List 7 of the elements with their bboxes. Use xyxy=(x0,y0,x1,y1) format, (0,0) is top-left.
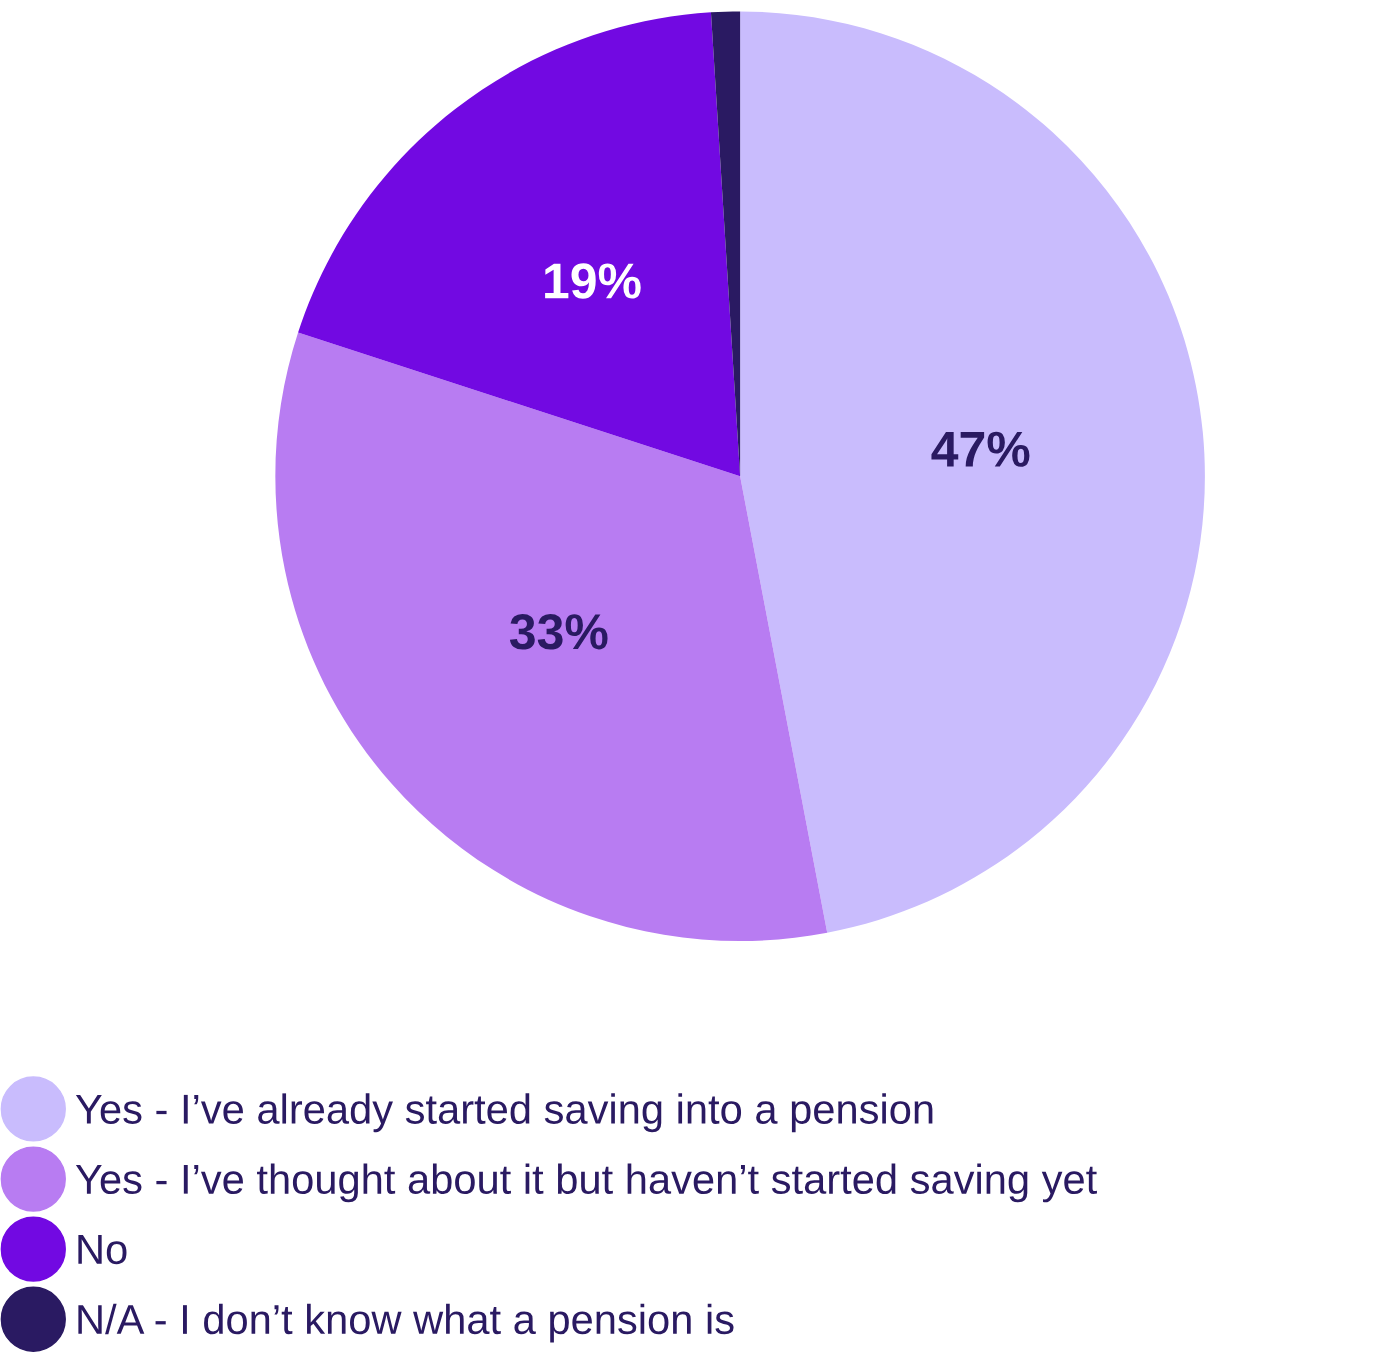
legend-label: No xyxy=(78,1235,127,1265)
legend-label: Yes - I’ve already started saving into a pension xyxy=(75,1093,933,1133)
data-label: 19% xyxy=(545,263,641,299)
data-label: 47% xyxy=(931,431,1030,467)
legend-label: Yes - I’ve thought about it but haven’t started saving yet xyxy=(75,1163,1097,1203)
legend-label: N/A - I don’t know what a pension is xyxy=(78,1303,734,1343)
data-label: 33% xyxy=(509,614,608,650)
